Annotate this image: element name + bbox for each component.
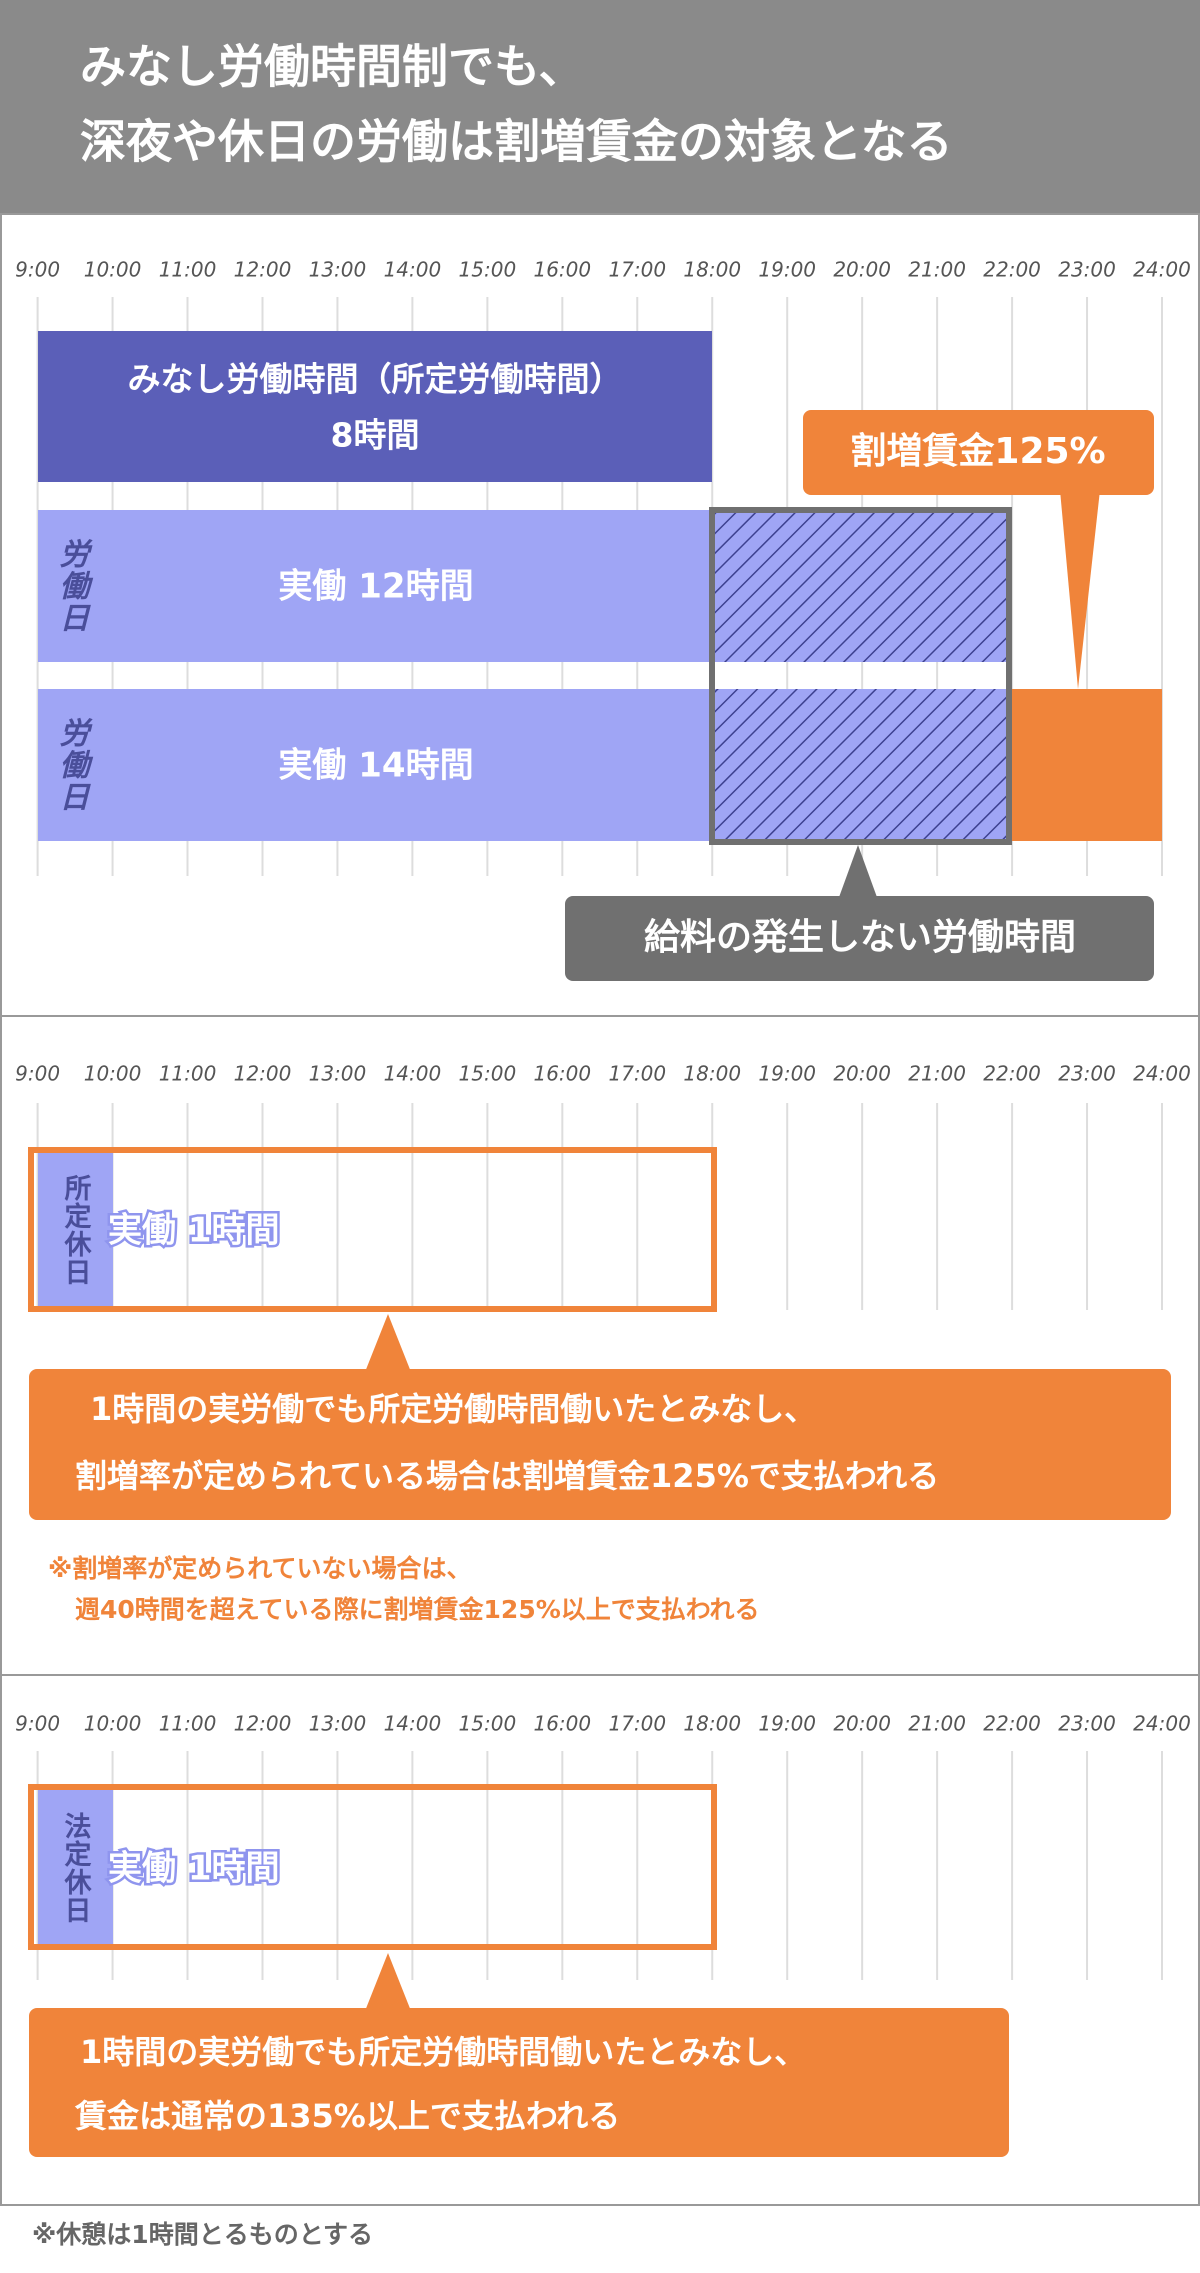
time-label: 9:00: [15, 1712, 60, 1736]
time-label: 12:00: [234, 1062, 292, 1086]
time-label: 15:00: [459, 1712, 517, 1736]
time-label: 14:00: [384, 1712, 442, 1736]
time-label: 17:00: [608, 1062, 666, 1086]
hatch: [714, 512, 1007, 662]
time-label: 19:00: [758, 1712, 816, 1736]
callout-pointer: [365, 1953, 411, 2011]
time-label: 18:00: [683, 258, 741, 282]
note: ※割増率が定められていない場合は、: [48, 1554, 472, 1583]
time-label: 14:00: [384, 258, 442, 282]
time-label: 19:00: [758, 258, 816, 282]
row-side: 法定休日: [60, 1812, 93, 1924]
time-label: 22:00: [983, 1062, 1041, 1086]
time-label: 10:00: [84, 258, 142, 282]
time-label: 24:00: [1133, 258, 1191, 282]
callout: [29, 1369, 1171, 1520]
row-label: 実働 1時間: [108, 1849, 280, 1889]
time-label: 23:00: [1058, 1712, 1116, 1736]
time-label: 10:00: [84, 1062, 142, 1086]
holiday-frame: [28, 1784, 717, 1950]
time-label: 11:00: [159, 1062, 217, 1086]
time-label: 23:00: [1058, 1062, 1116, 1086]
time-label: 9:00: [15, 1062, 60, 1086]
time-label: 20:00: [833, 258, 891, 282]
row-label: 実働 14時間: [278, 746, 473, 786]
header-bg: [0, 0, 1200, 214]
side-bg: [38, 1790, 113, 1945]
row-label: 実働 1時間: [108, 1211, 280, 1251]
time-label: 17:00: [608, 1712, 666, 1736]
time-label: 15:00: [459, 1062, 517, 1086]
time-label: 13:00: [309, 1062, 367, 1086]
time-label: 19:00: [758, 1062, 816, 1086]
time-label: 16:00: [533, 258, 591, 282]
time-label: 16:00: [533, 1062, 591, 1086]
callout: [29, 2008, 1009, 2157]
work-bar: [38, 510, 712, 662]
callout-text: 割増賃金125%: [850, 430, 1105, 472]
time-label: 23:00: [1058, 258, 1116, 282]
row-side: 労働日: [54, 538, 90, 634]
footnote: ※休憩は1時間とるものとする: [32, 2220, 373, 2249]
title-line: 深夜や休日の労働は割増賃金の対象となる: [80, 115, 953, 169]
time-label: 13:00: [309, 1712, 367, 1736]
unpaid-frame: [709, 507, 1012, 845]
callout: [565, 896, 1154, 981]
time-label: 17:00: [608, 258, 666, 282]
time-label: 20:00: [833, 1062, 891, 1086]
deemed-label: みなし労働時間（所定労働時間）: [128, 360, 623, 399]
work-bar: [38, 689, 712, 841]
row-label: 実働 12時間: [278, 567, 473, 607]
time-label: 16:00: [533, 1712, 591, 1736]
time-label: 11:00: [159, 1712, 217, 1736]
callout-text: 給料の発生しない労働時間: [644, 917, 1076, 958]
time-label: 22:00: [983, 1712, 1041, 1736]
time-label: 21:00: [908, 1062, 966, 1086]
time-label: 9:00: [15, 258, 60, 282]
deemed-bar: [38, 331, 712, 482]
note: 週40時間を超えている際に割増賃金125%以上で支払われる: [75, 1595, 760, 1624]
time-label: 21:00: [908, 258, 966, 282]
title-line: みなし労働時間制でも、: [80, 40, 585, 94]
callout-text: 1時間の実労働でも所定労働時間働いたとみなし、: [90, 1390, 816, 1428]
time-label: 12:00: [234, 1712, 292, 1736]
time-label: 18:00: [683, 1712, 741, 1736]
time-label: 21:00: [908, 1712, 966, 1736]
time-label: 11:00: [159, 258, 217, 282]
panel-border: [0, 213, 1200, 2206]
callout-text: 割増率が定められている場合は割増賃金125%で支払われる: [75, 1457, 939, 1495]
callout-pointer: [1060, 490, 1100, 689]
time-label: 22:00: [983, 258, 1041, 282]
callout-pointer: [838, 845, 878, 900]
time-label: 24:00: [1133, 1062, 1191, 1086]
callout-pointer: [365, 1314, 411, 1372]
time-label: 12:00: [234, 258, 292, 282]
time-label: 24:00: [1133, 1712, 1191, 1736]
hatch: [714, 689, 1007, 840]
time-label: 10:00: [84, 1712, 142, 1736]
deemed-hours: 8時間: [331, 416, 420, 455]
side-bg: [38, 1153, 113, 1306]
time-label: 14:00: [384, 1062, 442, 1086]
row-side: 所定休日: [60, 1174, 93, 1286]
time-label: 13:00: [309, 258, 367, 282]
callout-text: 1時間の実労働でも所定労働時間働いたとみなし、: [80, 2033, 806, 2071]
time-label: 15:00: [459, 258, 517, 282]
callout: [803, 410, 1154, 495]
holiday-frame: [28, 1147, 717, 1312]
time-label: 18:00: [683, 1062, 741, 1086]
row-side: 労働日: [54, 717, 90, 813]
time-label: 20:00: [833, 1712, 891, 1736]
callout-text: 賃金は通常の135%以上で支払われる: [74, 2097, 620, 2135]
premium-bar: [1012, 689, 1162, 841]
